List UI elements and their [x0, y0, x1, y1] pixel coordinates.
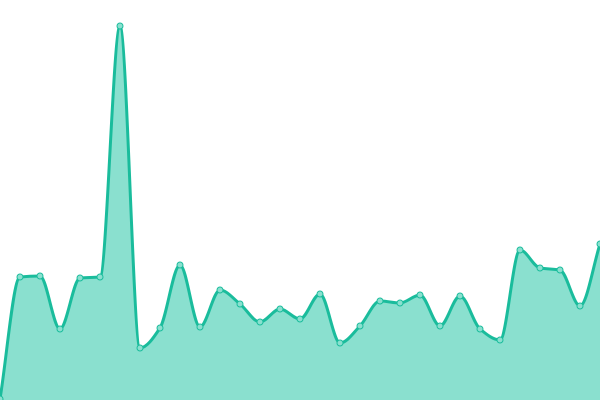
data-point-22 [436, 322, 444, 330]
data-point-1 [16, 273, 24, 281]
data-point-23 [456, 292, 464, 300]
data-point-29 [576, 302, 584, 310]
data-point-27 [536, 264, 544, 272]
data-point-18 [356, 322, 364, 330]
data-point-28 [556, 266, 564, 274]
data-point-19 [376, 297, 384, 305]
data-point-21 [416, 291, 424, 299]
data-point-7 [136, 344, 144, 352]
data-markers [0, 22, 600, 400]
data-point-14 [276, 305, 284, 313]
data-point-2 [36, 272, 44, 280]
data-point-25 [496, 336, 504, 344]
data-point-20 [396, 299, 404, 307]
data-point-15 [296, 315, 304, 323]
data-point-12 [236, 300, 244, 308]
data-point-6 [116, 22, 124, 30]
data-point-3 [56, 325, 64, 333]
data-point-9 [176, 261, 184, 269]
data-point-10 [196, 323, 204, 331]
data-point-11 [216, 286, 224, 294]
data-point-5 [96, 273, 104, 281]
data-point-24 [476, 325, 484, 333]
data-point-26 [516, 246, 524, 254]
data-point-13 [256, 318, 264, 326]
data-point-16 [316, 290, 324, 298]
data-point-30 [596, 240, 600, 248]
data-point-8 [156, 324, 164, 332]
data-point-4 [76, 274, 84, 282]
data-point-17 [336, 339, 344, 347]
area-fill [0, 26, 600, 400]
data-point-0 [0, 395, 4, 400]
